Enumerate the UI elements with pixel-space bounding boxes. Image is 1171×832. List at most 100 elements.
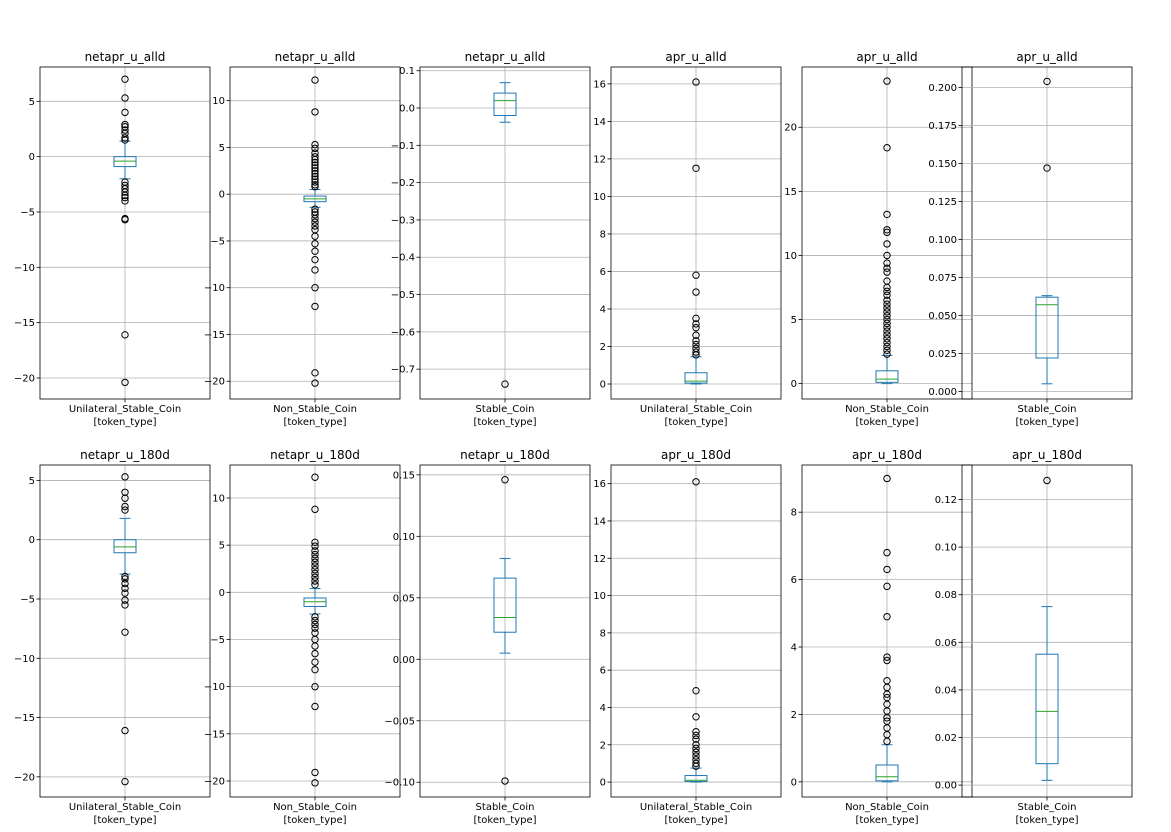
outlier-point (311, 616, 319, 625)
outlier-point (311, 569, 319, 578)
y-tick-label: 5 (219, 143, 225, 154)
x-axis-label: [token_type] (283, 815, 346, 826)
outlier-point (883, 144, 891, 152)
outlier-point (311, 175, 319, 183)
x-axis-label: [token_type] (473, 815, 536, 826)
y-tick-label: 0.06 (935, 638, 957, 649)
outlier-point (883, 296, 891, 304)
y-tick-label: −0.5 (391, 290, 415, 301)
outlier-point (883, 474, 891, 483)
outlier-point (1043, 476, 1051, 485)
outlier-point (121, 473, 129, 481)
outlier-point (883, 335, 891, 343)
outlier-point (883, 311, 891, 320)
outlier-point (121, 197, 129, 205)
y-tick-label: 0.1 (399, 66, 415, 77)
x-category-label: Non_Stable_Coin (273, 404, 357, 415)
outlier-point (311, 240, 319, 248)
outlier-point (121, 75, 129, 83)
outlier-point (883, 323, 891, 331)
y-tick-label: −5 (20, 207, 35, 218)
outlier-point (121, 108, 129, 117)
outlier-point (311, 542, 319, 550)
outlier-point (883, 737, 891, 746)
outlier-point (311, 76, 319, 84)
outlier-point (883, 251, 891, 260)
panel-10: apr_u_180d 0 2 4 6 8 10 12 14 16 Unilateral_Stable… (593, 448, 782, 826)
y-tick-label: 10 (212, 494, 225, 505)
y-tick-label: 10 (593, 192, 606, 203)
y-tick-label: 0 (219, 588, 225, 599)
outlier-point (692, 735, 700, 743)
x-axis-label: [token_type] (664, 815, 727, 826)
y-tick-label: −5 (210, 236, 225, 247)
y-tick-label: 10 (784, 251, 797, 262)
outlier-point (311, 779, 319, 787)
y-tick-label: 14 (593, 516, 606, 527)
outlier-point (121, 726, 129, 735)
x-category-label: Non_Stable_Coin (845, 404, 929, 415)
outlier-point (311, 302, 319, 311)
x-axis-label: [token_type] (1015, 815, 1078, 826)
panel-5: apr_u_alld 0 5 10 15 20 Non_Stable_Coin [token_… (784, 50, 973, 428)
x-axis-label: [token_type] (473, 417, 536, 428)
outlier-point (883, 338, 891, 347)
outlier-point (311, 255, 319, 264)
outlier-point (692, 686, 700, 695)
y-tick-label: 0 (791, 379, 797, 390)
outlier-point (311, 505, 319, 514)
y-tick-label: −10 (14, 654, 35, 665)
outlier-point (883, 331, 891, 339)
outlier-point (311, 768, 319, 777)
iqr-box (113, 539, 137, 554)
y-tick-label: 6 (791, 575, 797, 586)
outlier-point (311, 158, 319, 167)
y-tick-label: 8 (791, 508, 797, 519)
outlier-point (311, 665, 319, 674)
outlier-point (883, 327, 891, 335)
y-tick-label: 8 (600, 229, 606, 240)
y-tick-label: 5 (791, 315, 797, 326)
outlier-point (311, 577, 319, 585)
outlier-point (311, 232, 319, 240)
outlier-point (121, 136, 129, 144)
outlier-point (883, 259, 891, 267)
y-tick-label: 10 (593, 591, 606, 602)
y-tick-label: 4 (600, 703, 606, 714)
outlier-point (692, 478, 700, 486)
outlier-point (311, 211, 319, 219)
outlier-point (121, 126, 129, 134)
outlier-point (311, 164, 319, 172)
iqr-box (493, 577, 517, 633)
axes-frame (961, 464, 1133, 798)
outlier-point (311, 379, 319, 387)
outlier-point (311, 247, 319, 255)
outlier-point (311, 155, 319, 164)
outlier-point (311, 172, 319, 181)
y-tick-label: −20 (14, 373, 35, 384)
panel-title: netapr_u_alld (275, 50, 356, 64)
outlier-point (883, 565, 891, 574)
panel-2: netapr_u_alld −20 −15 −10 −5 0 5 10 Non_Stable_C… (204, 50, 401, 428)
y-tick-label: 2 (791, 710, 797, 721)
outlier-point (883, 210, 891, 219)
y-tick-label: 0.050 (928, 311, 957, 322)
y-tick-label: 0.02 (935, 733, 957, 744)
outlier-point (121, 188, 129, 196)
y-tick-label: 0.05 (393, 593, 415, 604)
axes-frame (610, 66, 782, 400)
outlier-point (311, 554, 319, 563)
y-tick-label: −0.7 (391, 365, 415, 376)
iqr-box (875, 370, 899, 383)
y-tick-label: 12 (593, 154, 606, 165)
outlier-point (311, 682, 319, 691)
y-tick-label: −0.2 (391, 178, 415, 189)
y-tick-label: 5 (29, 476, 35, 487)
outlier-point (883, 319, 891, 328)
outlier-point (692, 741, 700, 749)
x-category-label: Stable_Coin (1018, 404, 1077, 415)
y-tick-label: 0.125 (928, 197, 957, 208)
outlier-point (883, 287, 891, 296)
outlier-point (311, 558, 319, 566)
y-tick-label: 0.12 (935, 495, 957, 506)
